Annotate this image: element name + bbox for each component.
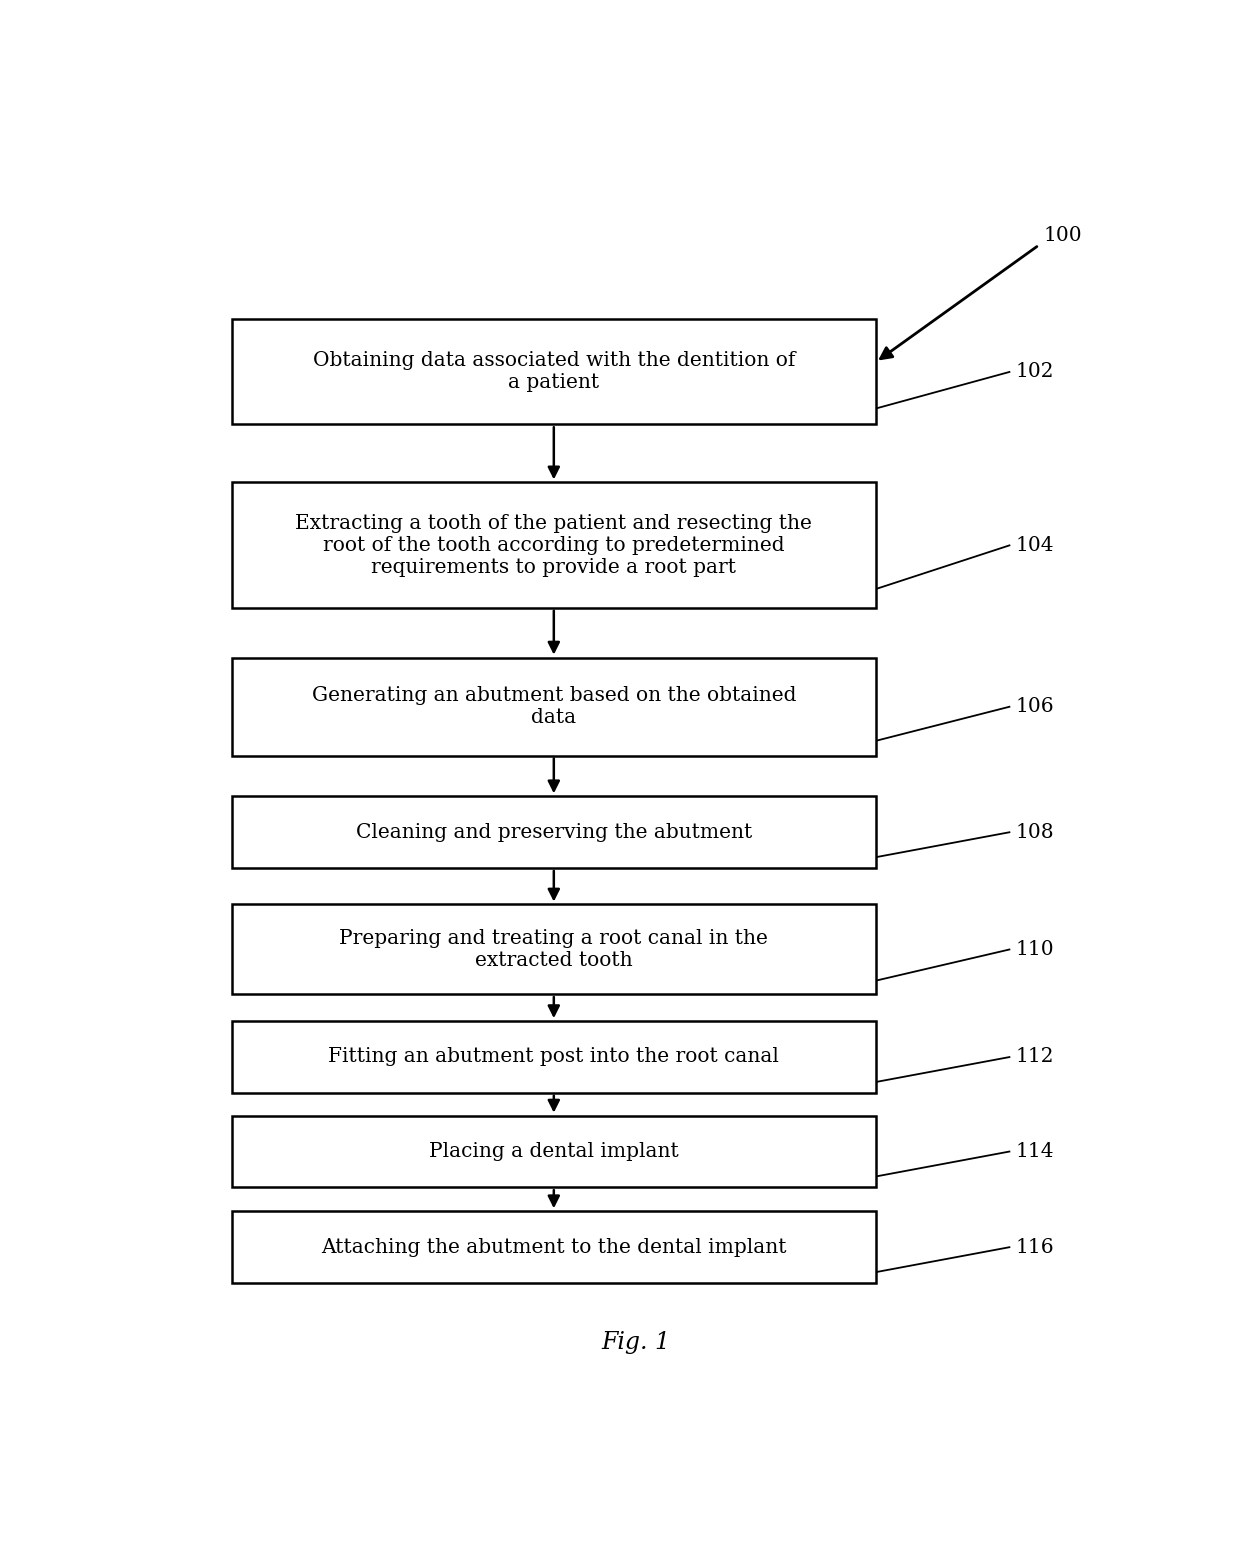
Text: 110: 110	[1016, 940, 1054, 958]
Text: Fig. 1: Fig. 1	[601, 1331, 670, 1354]
Bar	[232, 1211, 875, 1283]
Text: 106: 106	[1016, 697, 1054, 716]
Bar	[232, 1020, 875, 1093]
Bar	[232, 657, 875, 756]
Text: Obtaining data associated with the dentition of
a patient: Obtaining data associated with the denti…	[312, 351, 795, 393]
Bar	[232, 318, 875, 424]
Text: Preparing and treating a root canal in the
extracted tooth: Preparing and treating a root canal in t…	[340, 929, 769, 969]
Text: 114: 114	[1016, 1141, 1054, 1162]
Bar	[232, 797, 875, 868]
Text: 102: 102	[1016, 362, 1054, 380]
Text: Fitting an abutment post into the root canal: Fitting an abutment post into the root c…	[329, 1047, 779, 1067]
Text: 108: 108	[1016, 823, 1054, 842]
Text: Attaching the abutment to the dental implant: Attaching the abutment to the dental imp…	[321, 1238, 786, 1256]
Text: Generating an abutment based on the obtained
data: Generating an abutment based on the obta…	[311, 686, 796, 727]
Bar	[232, 483, 875, 607]
Text: Placing a dental implant: Placing a dental implant	[429, 1141, 678, 1162]
Text: 116: 116	[1016, 1238, 1054, 1256]
Text: Extracting a tooth of the patient and resecting the
root of the tooth according : Extracting a tooth of the patient and re…	[295, 514, 812, 576]
Bar	[232, 1115, 875, 1186]
Text: Cleaning and preserving the abutment: Cleaning and preserving the abutment	[356, 823, 751, 842]
Bar	[232, 904, 875, 994]
Text: 104: 104	[1016, 536, 1054, 554]
Text: 112: 112	[1016, 1047, 1054, 1067]
Text: 100: 100	[1044, 225, 1083, 245]
